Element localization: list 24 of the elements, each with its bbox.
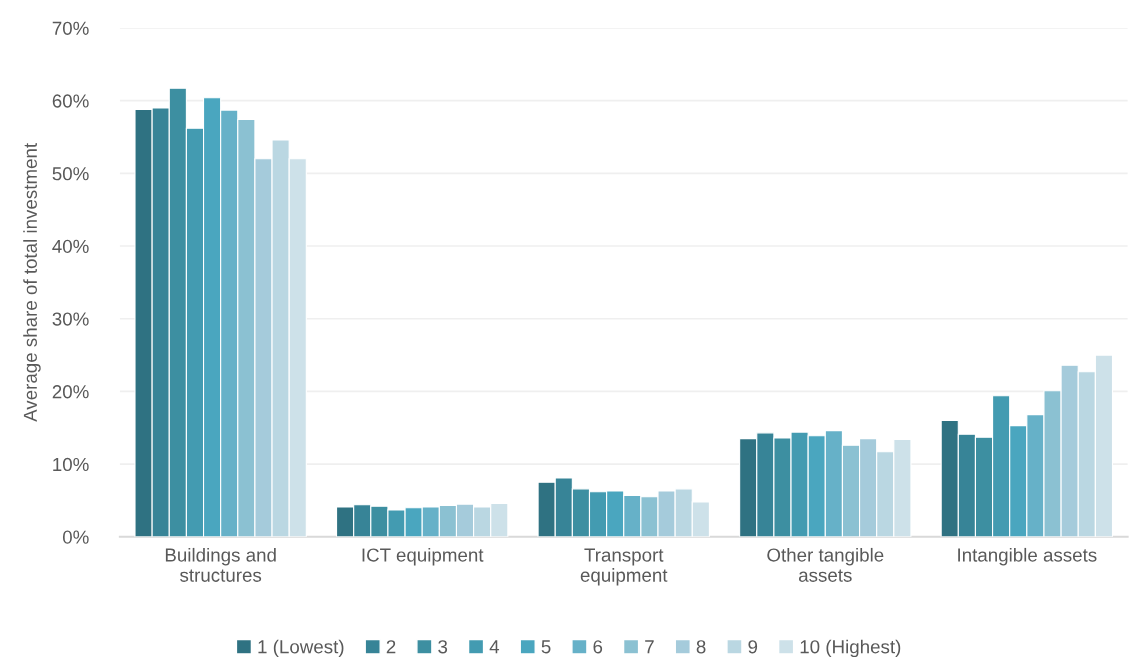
y-tick-label: 0% bbox=[62, 530, 89, 544]
y-tick-label: 60% bbox=[52, 94, 89, 108]
x-tick-label: ICT equipment bbox=[362, 547, 484, 566]
y-tick-label: 40% bbox=[52, 239, 89, 254]
legend-label: 10 (Highest) bbox=[800, 639, 901, 658]
legend-label: 5 bbox=[541, 640, 551, 654]
x-tick-label: Buildings and structures bbox=[165, 547, 276, 582]
y-tick-label: 50% bbox=[52, 167, 89, 181]
legend-label: 3 bbox=[438, 640, 448, 654]
legend-label: 7 bbox=[645, 640, 654, 654]
y-tick-label: 10% bbox=[53, 457, 89, 472]
y-tick-label: 20% bbox=[52, 385, 89, 399]
legend-label: 2 bbox=[386, 640, 396, 654]
x-tick-label: Intangible assets bbox=[958, 547, 1097, 566]
legend-label: 9 bbox=[748, 640, 758, 654]
legend-label: 1 (Lowest) bbox=[258, 639, 344, 658]
y-tick-label: 30% bbox=[52, 312, 89, 326]
legend-label: 6 bbox=[593, 640, 603, 654]
x-tick-label: Other tangible assets bbox=[767, 547, 884, 582]
legend-label: 8 bbox=[696, 640, 706, 654]
x-tick-label: Transport equipment bbox=[580, 548, 668, 586]
y-tick-label: 70% bbox=[52, 21, 89, 35]
y-axis-title: Average share of total investment bbox=[23, 143, 41, 422]
legend-label: 4 bbox=[489, 640, 500, 654]
